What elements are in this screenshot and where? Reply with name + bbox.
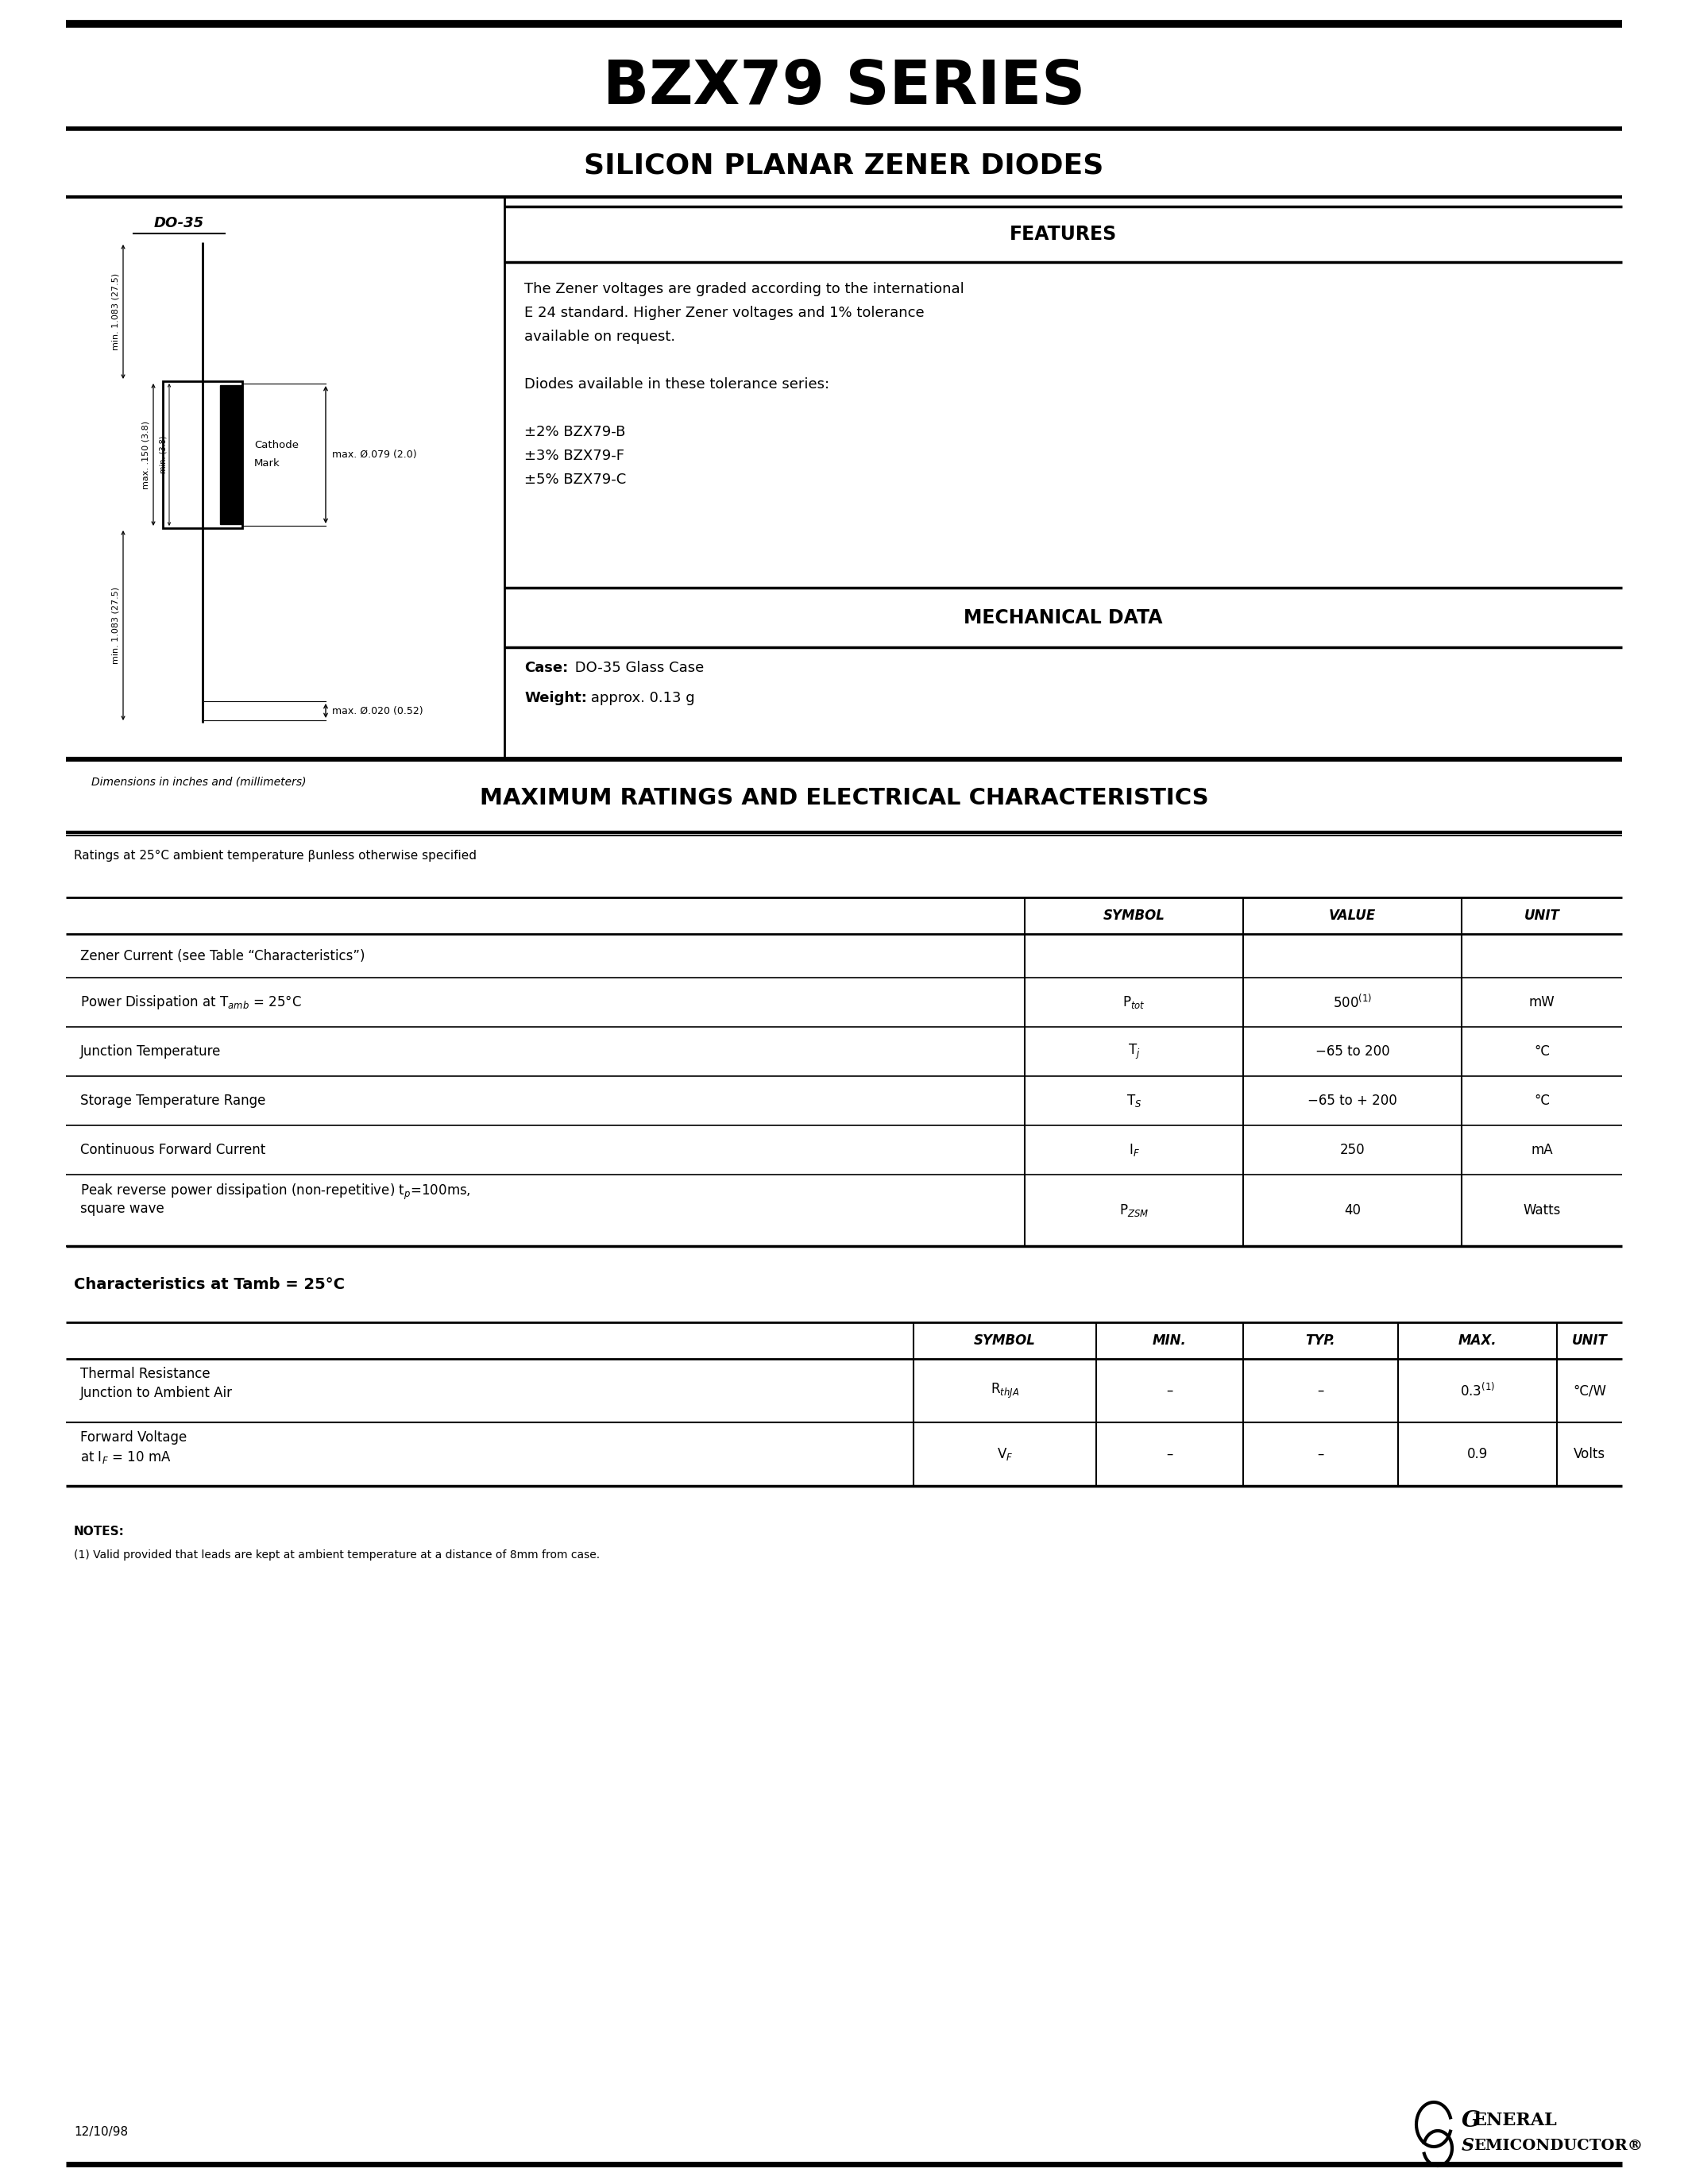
Text: Storage Temperature Range: Storage Temperature Range bbox=[81, 1094, 265, 1107]
Text: FEATURES: FEATURES bbox=[1009, 225, 1117, 245]
Text: ±5% BZX79-C: ±5% BZX79-C bbox=[525, 472, 626, 487]
Text: P$_{ZSM}$: P$_{ZSM}$ bbox=[1119, 1203, 1150, 1219]
Text: –: – bbox=[1166, 1382, 1173, 1398]
Text: 12/10/98: 12/10/98 bbox=[74, 2127, 128, 2138]
Text: at I$_F$ = 10 mA: at I$_F$ = 10 mA bbox=[81, 1450, 170, 1465]
Text: approx. 0.13 g: approx. 0.13 g bbox=[586, 690, 695, 705]
Text: 0.3$^{(1)}$: 0.3$^{(1)}$ bbox=[1460, 1382, 1496, 1400]
Text: Weight:: Weight: bbox=[525, 690, 587, 705]
Text: 0.9: 0.9 bbox=[1467, 1448, 1487, 1461]
Text: available on request.: available on request. bbox=[525, 330, 675, 343]
Text: −65 to 200: −65 to 200 bbox=[1315, 1044, 1389, 1059]
Bar bbox=[162, 382, 243, 529]
Text: 500$^{(1)}$: 500$^{(1)}$ bbox=[1334, 994, 1372, 1011]
Text: –: – bbox=[1317, 1382, 1323, 1398]
Text: R$_{thJA}$: R$_{thJA}$ bbox=[991, 1382, 1020, 1400]
Text: MECHANICAL DATA: MECHANICAL DATA bbox=[964, 609, 1163, 627]
Text: MAX.: MAX. bbox=[1458, 1334, 1497, 1348]
Text: max. .150 (3.8): max. .150 (3.8) bbox=[142, 422, 150, 489]
Text: T$_j$: T$_j$ bbox=[1128, 1042, 1139, 1061]
Text: Dimensions in inches and (millimeters): Dimensions in inches and (millimeters) bbox=[91, 775, 306, 786]
Text: MIN.: MIN. bbox=[1153, 1334, 1187, 1348]
Text: NOTES:: NOTES: bbox=[74, 1527, 125, 1538]
Text: –: – bbox=[1317, 1448, 1323, 1461]
Text: °C/W: °C/W bbox=[1573, 1382, 1607, 1398]
Text: T$_S$: T$_S$ bbox=[1126, 1092, 1141, 1109]
Text: BZX79 SERIES: BZX79 SERIES bbox=[603, 59, 1085, 116]
Text: Junction Temperature: Junction Temperature bbox=[81, 1044, 221, 1059]
Text: (1) Valid provided that leads are kept at ambient temperature at a distance of 8: (1) Valid provided that leads are kept a… bbox=[74, 1548, 599, 1562]
Text: Peak reverse power dissipation (non-repetitive) t$_p$=100ms,: Peak reverse power dissipation (non-repe… bbox=[81, 1182, 471, 1201]
Text: DO-35: DO-35 bbox=[154, 216, 204, 229]
Text: min. (3.8): min. (3.8) bbox=[159, 437, 167, 474]
Text: Mark: Mark bbox=[255, 459, 280, 470]
Text: Volts: Volts bbox=[1573, 1448, 1605, 1461]
Text: E 24 standard. Higher Zener voltages and 1% tolerance: E 24 standard. Higher Zener voltages and… bbox=[525, 306, 925, 321]
Text: DO-35 Glass Case: DO-35 Glass Case bbox=[571, 662, 704, 675]
Text: V$_F$: V$_F$ bbox=[996, 1446, 1013, 1461]
Text: SYMBOL: SYMBOL bbox=[1102, 909, 1165, 924]
Text: The Zener voltages are graded according to the international: The Zener voltages are graded according … bbox=[525, 282, 964, 297]
Text: –: – bbox=[1166, 1448, 1173, 1461]
Text: mW: mW bbox=[1529, 996, 1555, 1009]
Text: SILICON PLANAR ZENER DIODES: SILICON PLANAR ZENER DIODES bbox=[584, 151, 1104, 179]
Text: Continuous Forward Current: Continuous Forward Current bbox=[81, 1142, 265, 1158]
Text: max. Ø.079 (2.0): max. Ø.079 (2.0) bbox=[333, 450, 417, 461]
Text: UNIT: UNIT bbox=[1524, 909, 1560, 924]
Text: MAXIMUM RATINGS AND ELECTRICAL CHARACTERISTICS: MAXIMUM RATINGS AND ELECTRICAL CHARACTER… bbox=[479, 786, 1209, 810]
Text: SYMBOL: SYMBOL bbox=[974, 1334, 1036, 1348]
Text: Characteristics at Tamb = 25°C: Characteristics at Tamb = 25°C bbox=[74, 1278, 344, 1291]
Text: ±2% BZX79-B: ±2% BZX79-B bbox=[525, 426, 626, 439]
Text: max. Ø.020 (0.52): max. Ø.020 (0.52) bbox=[333, 705, 424, 716]
Text: mA: mA bbox=[1531, 1142, 1553, 1158]
Text: VALUE: VALUE bbox=[1328, 909, 1376, 924]
Text: Zener Current (see Table “Characteristics”): Zener Current (see Table “Characteristic… bbox=[81, 948, 365, 963]
Text: Power Dissipation at T$_{amb}$ = 25°C: Power Dissipation at T$_{amb}$ = 25°C bbox=[81, 994, 302, 1011]
Text: I$_F$: I$_F$ bbox=[1128, 1142, 1139, 1158]
Text: TYP.: TYP. bbox=[1307, 1334, 1335, 1348]
Text: EMICONDUCTOR®: EMICONDUCTOR® bbox=[1474, 2138, 1642, 2153]
Text: S: S bbox=[1462, 2138, 1474, 2156]
Text: 40: 40 bbox=[1344, 1203, 1361, 1216]
Text: Forward Voltage: Forward Voltage bbox=[81, 1431, 187, 1444]
Text: −65 to + 200: −65 to + 200 bbox=[1308, 1094, 1398, 1107]
Text: Watts: Watts bbox=[1523, 1203, 1561, 1216]
Text: UNIT: UNIT bbox=[1572, 1334, 1607, 1348]
Text: ENERAL: ENERAL bbox=[1474, 2112, 1558, 2129]
Text: Diodes available in these tolerance series:: Diodes available in these tolerance seri… bbox=[525, 378, 829, 391]
Text: Cathode: Cathode bbox=[255, 439, 299, 450]
Bar bbox=[219, 384, 243, 524]
Text: G: G bbox=[1462, 2110, 1480, 2132]
Text: °C: °C bbox=[1534, 1094, 1550, 1107]
Text: P$_{tot}$: P$_{tot}$ bbox=[1123, 994, 1146, 1011]
Text: ±3% BZX79-F: ±3% BZX79-F bbox=[525, 448, 625, 463]
Text: min. 1.083 (27.5): min. 1.083 (27.5) bbox=[111, 273, 120, 349]
Text: square wave: square wave bbox=[81, 1201, 164, 1216]
Text: °C: °C bbox=[1534, 1044, 1550, 1059]
Text: 250: 250 bbox=[1340, 1142, 1366, 1158]
Text: Ratings at 25°C ambient temperature βunless otherwise specified: Ratings at 25°C ambient temperature βunl… bbox=[74, 850, 476, 863]
Text: Case:: Case: bbox=[525, 662, 569, 675]
Text: Thermal Resistance: Thermal Resistance bbox=[81, 1367, 211, 1380]
Text: min. 1.083 (27.5): min. 1.083 (27.5) bbox=[111, 587, 120, 664]
Text: Junction to Ambient Air: Junction to Ambient Air bbox=[81, 1387, 233, 1400]
